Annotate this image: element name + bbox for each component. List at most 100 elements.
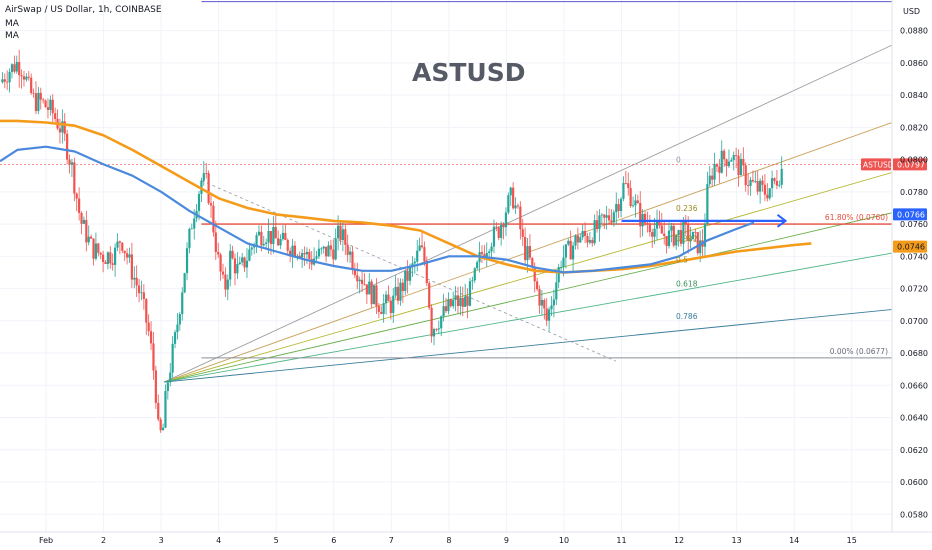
symbol-label[interactable]: AirSwap / US Dollar, 1h, COINBASE [5, 5, 162, 15]
candle-body [514, 205, 517, 209]
candle-body [583, 230, 587, 236]
candle-body [423, 247, 426, 262]
candle-body [37, 92, 40, 112]
candle-body [30, 77, 33, 93]
candle-body [524, 236, 527, 261]
candle-body [730, 160, 733, 162]
candle-body [495, 226, 498, 228]
candle-body [569, 240, 572, 260]
candle-body [130, 254, 133, 280]
candle-body [543, 299, 546, 309]
candle-body [440, 316, 443, 329]
candle-body [197, 193, 201, 211]
candle-body [682, 221, 685, 244]
candle-body [289, 250, 292, 256]
candle-body [51, 99, 54, 114]
fib-label: 0.786 [676, 312, 698, 321]
candle-body [137, 285, 141, 294]
y-tick-label: 0.0880 [900, 27, 928, 36]
candle-body [380, 311, 383, 314]
candle-body [181, 292, 184, 315]
candle-body [756, 181, 759, 192]
candle-body [392, 295, 395, 314]
candle-body [188, 228, 191, 249]
candle-body [413, 261, 416, 264]
candle-body [123, 250, 126, 254]
candle-body [687, 223, 690, 241]
candle-body [281, 232, 285, 240]
candle-body [396, 286, 400, 301]
candle-body [512, 187, 515, 209]
price-tag-symbol [861, 158, 891, 171]
candle-body [375, 285, 378, 307]
fib-label: 0.5 [676, 256, 688, 265]
candle-body [586, 235, 589, 243]
y-tick-label: 0.0640 [900, 414, 928, 423]
candle-body [466, 296, 469, 306]
candle-body [636, 200, 639, 203]
candle-body [10, 64, 14, 73]
candle-body [593, 220, 596, 244]
candle-body [603, 214, 606, 218]
price-axis: 0.0880 0.0860 0.0840 0.0820 0.0800 0.0780 0.07… [891, 0, 928, 532]
indicator-ma-2[interactable]: MA [5, 31, 19, 41]
candle-body [615, 204, 618, 213]
candle-body [257, 231, 261, 236]
y-tick-label: 0.0580 [900, 510, 928, 519]
candle-body [732, 155, 735, 161]
candle-body [265, 242, 268, 244]
candle-body [735, 155, 738, 156]
candle-body [75, 193, 78, 199]
x-tick-label: 15 [847, 536, 857, 545]
candle-body [152, 343, 155, 371]
candle-body [401, 282, 404, 291]
candle-body [531, 257, 534, 267]
candle-body [600, 214, 603, 216]
chart-grid [0, 0, 892, 532]
candle-body [94, 243, 98, 259]
candle-body [742, 158, 745, 166]
candle-body [677, 230, 680, 236]
candle-body [497, 227, 500, 238]
candle-body [699, 240, 702, 254]
candle-body [336, 225, 340, 239]
candle-body [298, 255, 301, 258]
candle-body [437, 328, 440, 330]
candle-body [85, 219, 88, 243]
indicator-ma-1[interactable]: MA [5, 19, 19, 29]
candle-body [166, 382, 169, 392]
candle-body [464, 296, 467, 307]
candle-body [485, 252, 488, 259]
x-tick-label: 3 [159, 536, 164, 545]
x-tick-label: 7 [389, 536, 394, 545]
candle-body [411, 263, 414, 267]
candle-body [54, 113, 57, 119]
candle-body [653, 228, 656, 237]
candle-body [363, 283, 366, 285]
candle-body [269, 230, 273, 245]
candle-body [739, 158, 743, 176]
candle-body [92, 238, 95, 259]
candle-body [284, 232, 287, 240]
candle-body [387, 294, 390, 301]
candle-body [253, 245, 256, 248]
x-tick-label: 6 [331, 536, 336, 545]
candle-body [142, 292, 145, 300]
candle-body [145, 299, 148, 323]
candle-body [63, 121, 66, 134]
y-tick-label: 0.0620 [900, 446, 928, 455]
candle-body [665, 236, 668, 247]
candle-body [78, 198, 81, 213]
candle-body [552, 299, 556, 306]
candle-body [90, 236, 93, 239]
fan-line [163, 172, 893, 383]
candle-body [526, 246, 529, 261]
candle-body [116, 241, 119, 248]
candle-body [404, 270, 407, 291]
candle-body [348, 251, 352, 255]
candle-body [648, 224, 651, 233]
candle-body [689, 239, 692, 241]
fan-line [163, 44, 893, 383]
candle-body [109, 252, 112, 264]
